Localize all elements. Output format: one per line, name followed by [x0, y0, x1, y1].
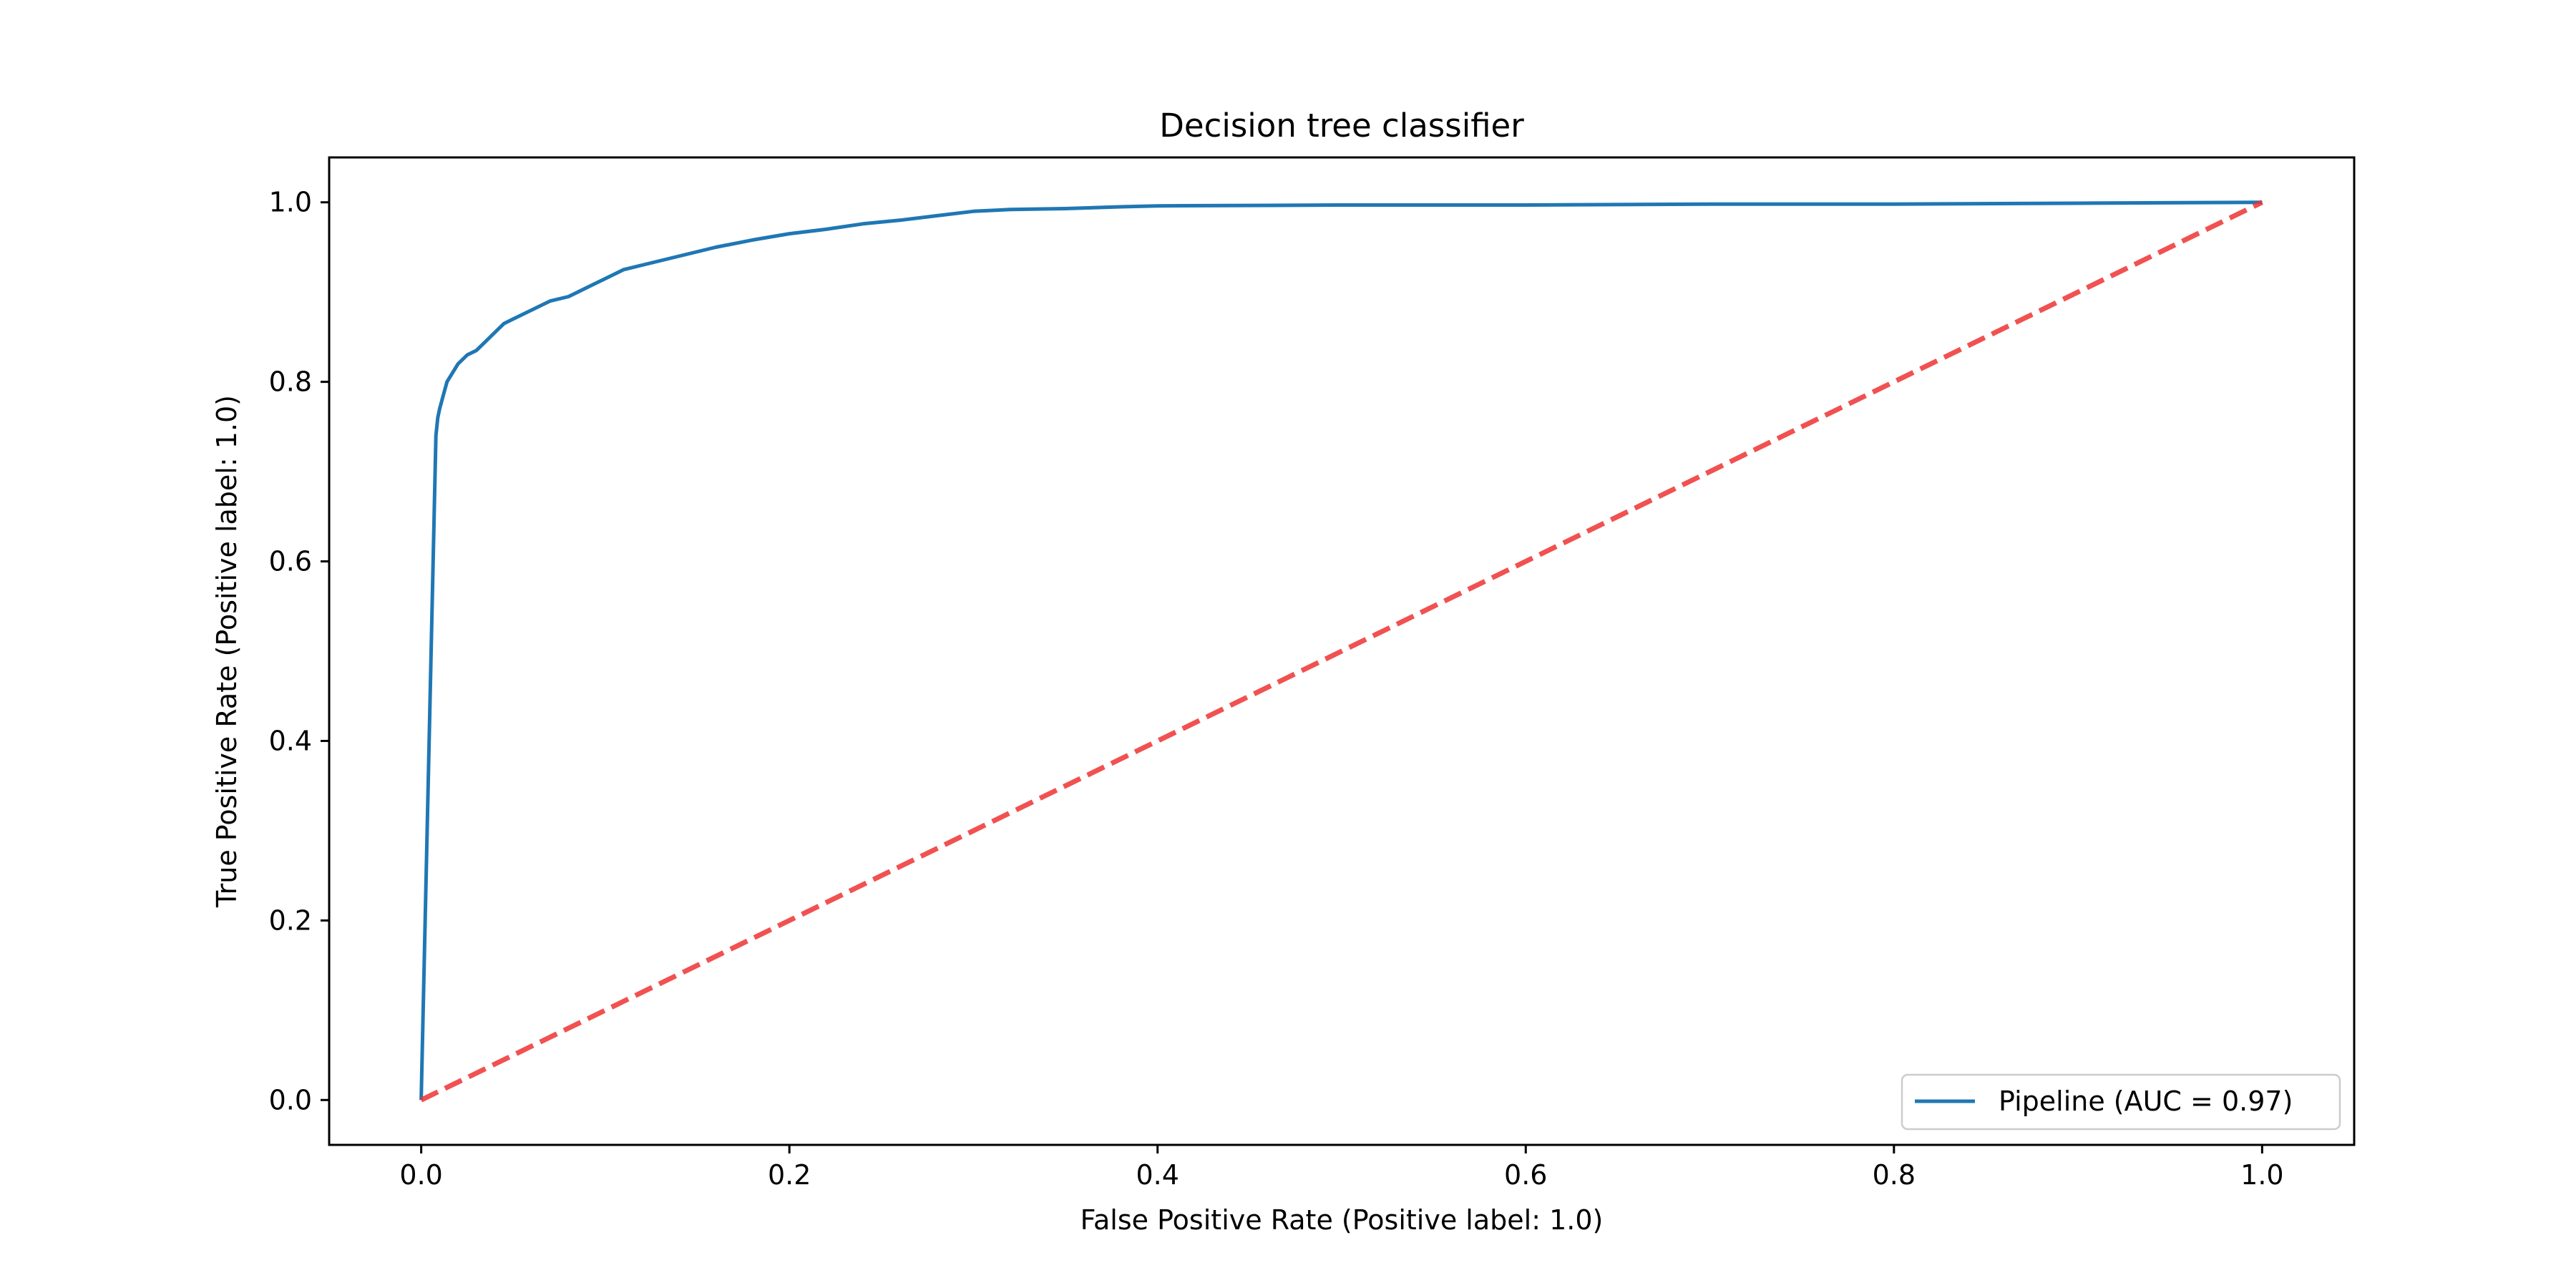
x-tick-label: 0.6 [1504, 1159, 1547, 1191]
legend-box [1901, 1073, 2341, 1131]
y-tick-label: 0.0 [269, 1084, 312, 1116]
x-tick-label: 0.0 [399, 1159, 442, 1191]
series-line-0 [419, 200, 2263, 1101]
x-tick-label: 0.2 [768, 1159, 811, 1191]
x-tick-label: 1.0 [2240, 1159, 2283, 1191]
legend: Pipeline (AUC = 0.97) [1901, 1073, 2341, 1131]
axes-frame [328, 156, 2356, 1146]
y-tick-label: 1.0 [269, 187, 312, 218]
x-axis-label: False Positive Rate (Positive label: 1.0… [1080, 1204, 1604, 1236]
axis-ticks: 0.0 0.2 0.4 0.6 0.8 1.0 0.0 0.2 0.4 0.6 0.8 1.0 [269, 187, 2284, 1191]
legend-entry-label: Pipeline (AUC = 0.97) [1999, 1085, 2293, 1117]
plot-area [419, 200, 2263, 1103]
y-tick-label: 0.2 [269, 904, 312, 936]
y-tick-label: 0.8 [269, 366, 312, 398]
y-tick-label: 0.4 [269, 725, 312, 756]
series-line-diagonal-reference [420, 200, 2263, 1103]
chart-title: Decision tree classifier [1159, 107, 1524, 145]
y-tick-label: 0.6 [269, 546, 312, 577]
x-tick-label: 0.4 [1136, 1159, 1179, 1191]
x-tick-label: 0.8 [1873, 1159, 1916, 1191]
y-axis-label: True Positive Rate (Positive label: 1.0) [211, 395, 243, 908]
